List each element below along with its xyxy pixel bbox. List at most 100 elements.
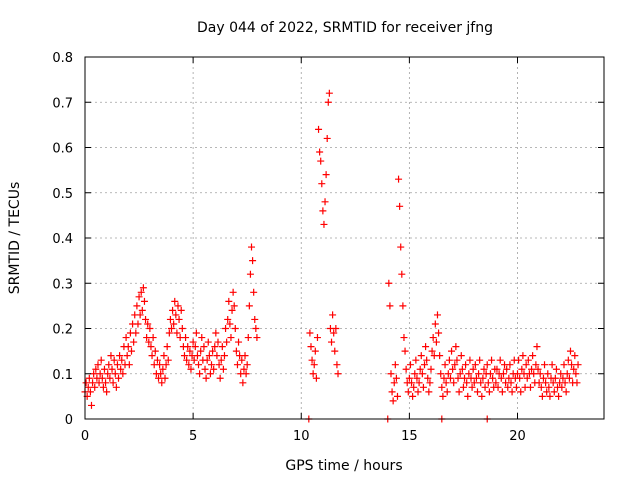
data-point: [156, 361, 164, 369]
data-point: [325, 89, 333, 97]
data-point: [308, 356, 316, 364]
data-point: [143, 334, 151, 342]
data-point: [541, 361, 549, 369]
data-point: [446, 374, 454, 382]
data-point: [499, 370, 507, 378]
data-point: [146, 325, 154, 332]
data-point: [145, 338, 153, 346]
data-point: [96, 370, 104, 378]
data-point: [545, 383, 553, 391]
data-point: [404, 388, 412, 396]
data-point: [448, 347, 456, 355]
data-point: [160, 352, 168, 360]
data-point: [189, 338, 197, 346]
data-point: [414, 388, 422, 396]
data-point: [315, 125, 323, 133]
data-point: [321, 198, 329, 206]
data-point: [549, 379, 557, 387]
data-point: [406, 361, 414, 369]
data-point: [108, 365, 116, 373]
data-point: [471, 361, 479, 369]
data-point: [329, 311, 337, 319]
data-point: [492, 379, 500, 387]
data-point: [241, 352, 249, 360]
data-point: [534, 365, 542, 373]
data-point: [330, 329, 338, 337]
data-point: [311, 347, 319, 355]
data-point: [155, 374, 163, 382]
data-point: [476, 356, 484, 364]
data-point: [456, 370, 464, 378]
data-point: [119, 370, 127, 378]
data-point: [106, 374, 114, 382]
data-point: [328, 338, 336, 346]
data-point: [85, 374, 93, 382]
data-point: [426, 379, 434, 387]
data-point: [202, 374, 210, 382]
x-tick-label: 0: [81, 429, 89, 444]
data-point: [546, 392, 554, 400]
data-point: [477, 379, 485, 387]
data-point: [516, 374, 524, 382]
data-points: [81, 89, 582, 423]
data-point: [473, 388, 481, 396]
data-point: [459, 383, 467, 391]
data-point: [161, 374, 169, 382]
data-point: [212, 329, 220, 337]
y-axis-ticks: 0 0.1 0.2 0.3 0.4 0.5 0.6 0.7 0.8: [52, 51, 604, 428]
data-point: [419, 383, 427, 391]
data-point: [190, 356, 198, 364]
data-point: [498, 388, 506, 396]
data-point: [205, 352, 213, 360]
x-axis-ticks: 0 5 10 15 20: [81, 57, 526, 444]
data-point: [465, 370, 473, 378]
y-tick-label: 0: [65, 413, 73, 428]
data-point: [100, 365, 108, 373]
data-point: [413, 374, 421, 382]
data-point: [172, 311, 180, 319]
data-point: [322, 171, 330, 179]
data-point: [186, 347, 194, 355]
data-point: [187, 365, 195, 373]
data-point: [463, 379, 471, 387]
data-point: [110, 356, 118, 364]
data-point: [134, 320, 142, 328]
y-tick-label: 0.1: [52, 368, 73, 383]
data-point: [214, 338, 222, 346]
data-point: [235, 338, 243, 346]
data-point: [523, 374, 531, 382]
data-point: [149, 334, 157, 342]
x-tick-label: 5: [189, 429, 197, 444]
x-tick-label: 10: [293, 429, 310, 444]
data-point: [552, 365, 560, 373]
data-point: [122, 334, 130, 342]
data-point: [566, 347, 574, 355]
data-point: [197, 347, 205, 355]
data-point: [423, 356, 431, 364]
data-point: [443, 388, 451, 396]
data-point: [507, 379, 515, 387]
data-point: [449, 365, 457, 373]
data-point: [402, 365, 410, 373]
data-point: [90, 370, 98, 378]
data-point: [138, 306, 146, 314]
data-point: [559, 374, 567, 382]
data-point: [396, 202, 404, 210]
data-point: [125, 361, 133, 369]
data-point: [528, 365, 536, 373]
data-point: [505, 374, 513, 382]
data-point: [166, 315, 174, 323]
data-point: [239, 379, 247, 387]
data-point: [470, 379, 478, 387]
data-point: [98, 374, 106, 382]
data-point: [393, 392, 401, 400]
data-point: [493, 365, 501, 373]
data-point: [309, 370, 317, 378]
data-point: [87, 401, 95, 409]
data-point: [127, 347, 135, 355]
data-point: [518, 365, 526, 373]
data-point: [475, 370, 483, 378]
data-point: [313, 334, 321, 342]
data-point: [203, 356, 211, 364]
data-point: [415, 379, 423, 387]
